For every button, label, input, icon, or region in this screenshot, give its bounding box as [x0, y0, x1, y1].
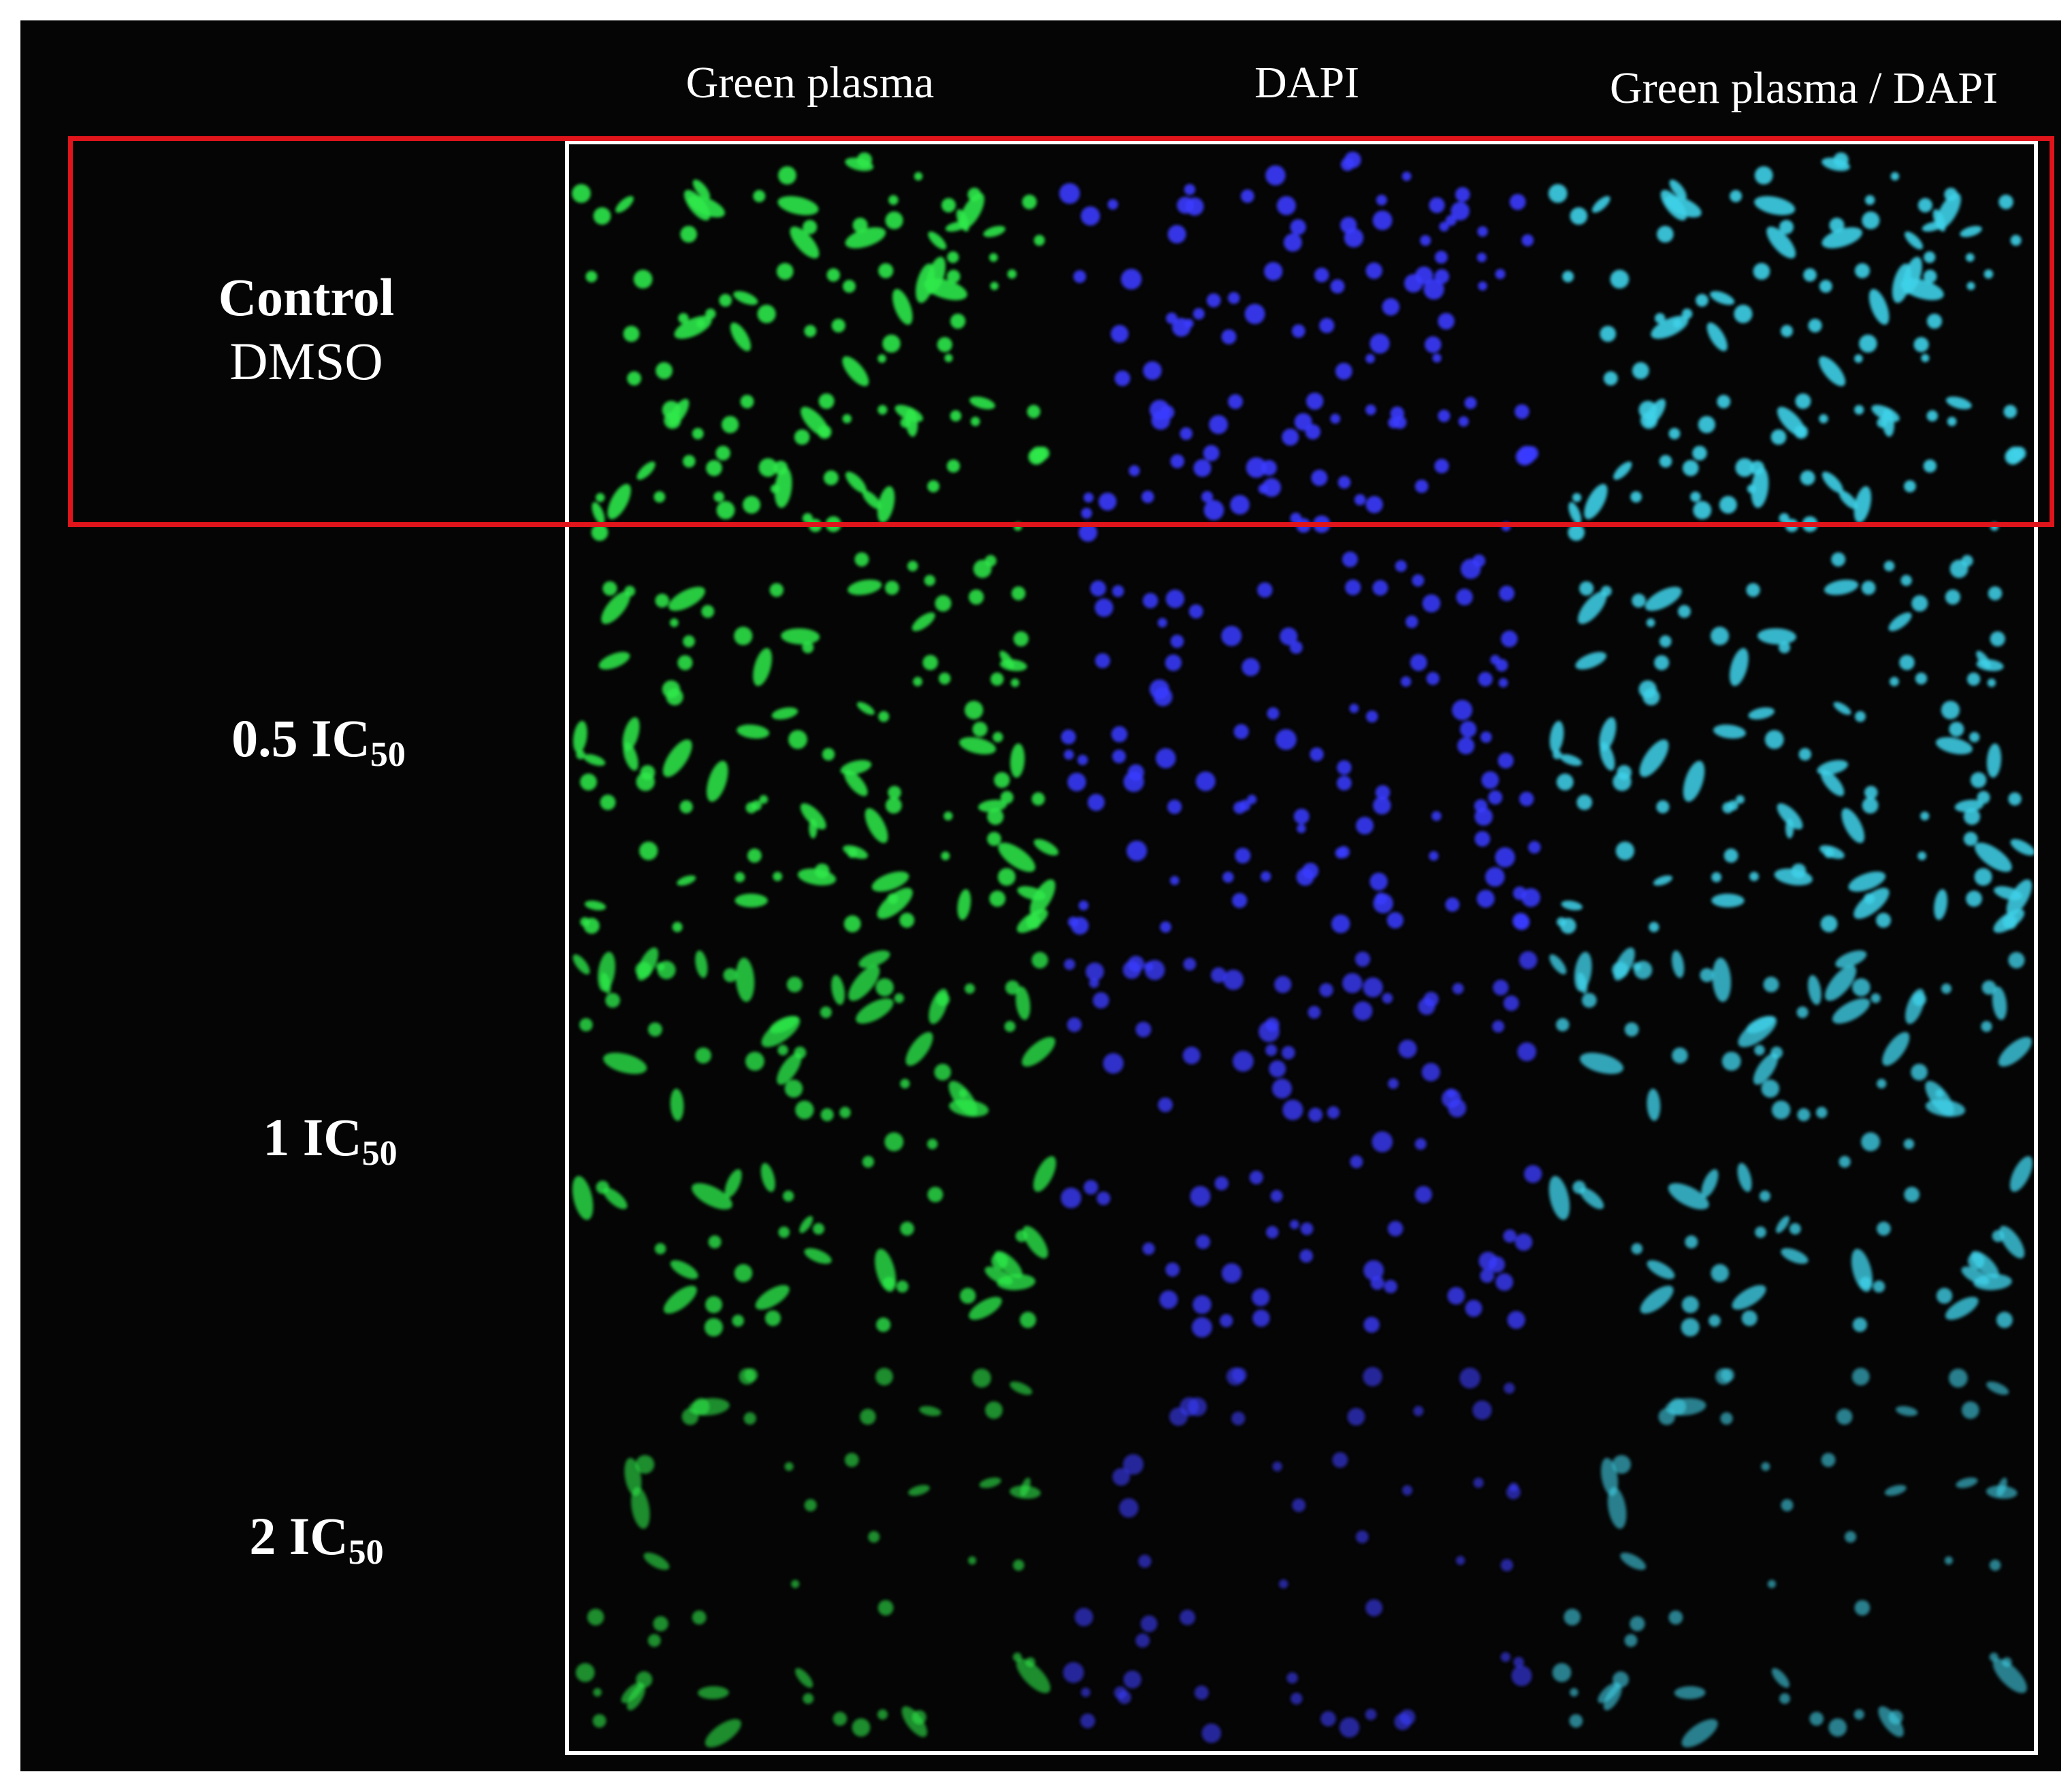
image-grid-frame: [565, 140, 2038, 1755]
micrograph-cell-group: [572, 947, 1056, 1337]
control-highlight-frame: [68, 136, 2054, 527]
micrograph-cell-group: [572, 152, 1050, 541]
micrograph-cell-group: [575, 1368, 1051, 1747]
row-label-control-title: Control: [218, 268, 395, 327]
column-header-green: Green plasma: [685, 58, 935, 108]
row-label-control-sub: DMSO: [229, 332, 383, 391]
row-label-one-ic50: 1 IC50: [263, 1106, 397, 1186]
row-label-two-ic50: 2 IC50: [249, 1504, 383, 1585]
row-label-half-ic50: 0.5 IC50: [231, 707, 406, 787]
figure-panel: Green plasma DAPI Green plasma / DAPI Co…: [20, 20, 2061, 1771]
column-header-dapi: DAPI: [1254, 58, 1360, 108]
row-label-one-ic50-sub: 50: [361, 1134, 398, 1173]
micrograph-grid: [572, 151, 2034, 1747]
row-label-two-ic50-sub: 50: [348, 1533, 384, 1572]
row-label-two-ic50-text: 2 IC: [249, 1506, 349, 1566]
micrograph-cell-group: [1059, 151, 1539, 542]
micrograph-cell-group: [1063, 1367, 1532, 1743]
row-label-half-ic50-text: 0.5 IC: [231, 709, 370, 768]
row-label-half-ic50-sub: 50: [370, 735, 406, 774]
row-label-control: Control DMSO: [218, 265, 395, 393]
micrograph-cell-group: [1552, 1368, 2027, 1747]
row-label-one-ic50-text: 1 IC: [263, 1108, 362, 1167]
micrograph-cell-group: [1061, 951, 1542, 1338]
micrograph-cell-group: [572, 552, 1059, 934]
micrograph-cell-group: [1549, 552, 2034, 934]
micrograph-cell-group: [1548, 152, 2026, 541]
micrograph-cell-group: [1549, 947, 2033, 1337]
micrograph-cell-group: [1061, 551, 1541, 935]
column-header-merge: Green plasma / DAPI: [1609, 63, 1998, 113]
